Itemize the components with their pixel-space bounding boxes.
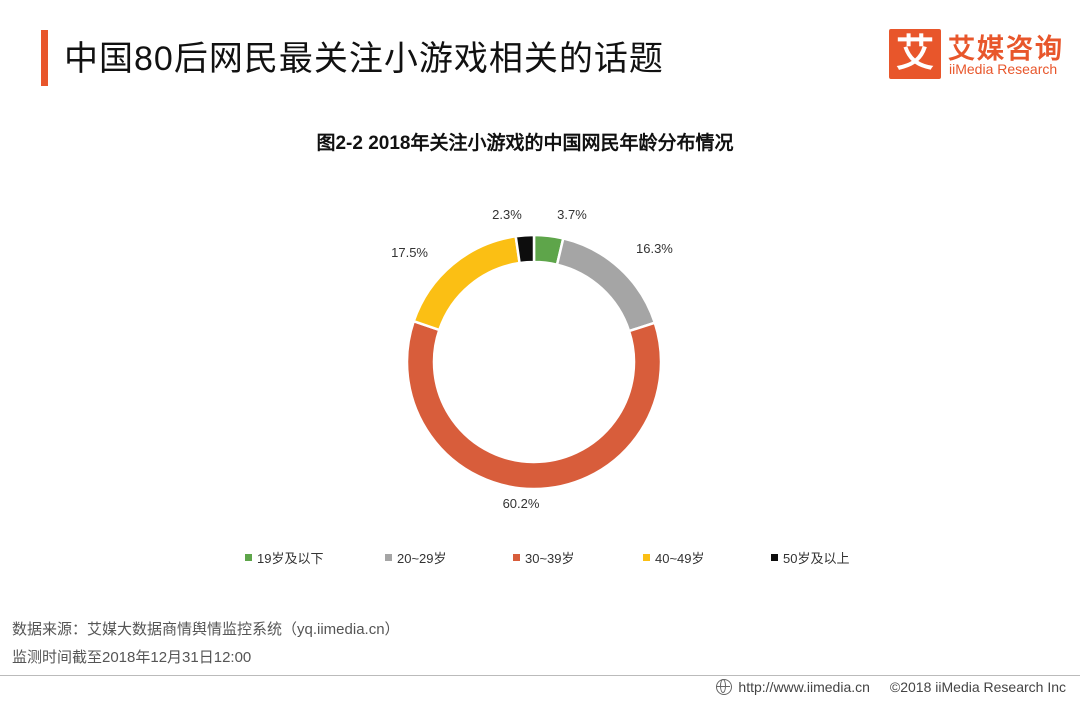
logo-en-text: iiMedia Research [949, 61, 1058, 77]
title-accent-bar [41, 30, 48, 86]
legend-item: 50岁及以上 [771, 548, 849, 567]
legend-label: 19岁及以下 [257, 551, 324, 566]
slice-data-label: 16.3% [636, 241, 673, 256]
legend-swatch [385, 554, 392, 561]
logo-cn-text: 艾媒咨询 [948, 34, 1064, 64]
brand-logo: 艾 艾媒咨询 iiMedia Research [889, 29, 1064, 83]
slice-data-label: 17.5% [391, 245, 428, 260]
legend-label: 20~29岁 [397, 551, 447, 566]
chart-legend: 19岁及以下 20~29岁 30~39岁 40~49岁 50岁及以上 [0, 548, 1080, 568]
globe-icon [716, 679, 733, 695]
logo-mark: 艾 [889, 29, 941, 79]
slice-data-label: 3.7% [557, 207, 587, 222]
legend-item: 19岁及以下 [245, 548, 323, 567]
legend-label: 40~49岁 [655, 551, 705, 566]
donut-slice [412, 234, 522, 332]
monitor-time: 监测时间截至2018年12月31日12:00 [12, 649, 252, 666]
legend-swatch [643, 554, 650, 561]
legend-swatch [771, 554, 778, 561]
legend-item: 20~29岁 [385, 548, 447, 567]
legend-label: 30~39岁 [525, 551, 575, 566]
page-title: 中国80后网民最关注小游戏相关的话题 [64, 40, 664, 78]
legend-item: 30~39岁 [513, 548, 575, 567]
donut-slice [514, 233, 536, 265]
footer-divider [0, 675, 1080, 676]
slice-data-label: 2.3% [492, 207, 522, 222]
footer-copyright: ©2018 iiMedia Research Inc [889, 679, 1066, 695]
legend-swatch [245, 554, 252, 561]
footer: http://www.iimedia.cn ©2018 iiMedia Rese… [716, 679, 1066, 695]
legend-item: 40~49岁 [643, 548, 705, 567]
footer-url[interactable]: http://www.iimedia.cn [738, 679, 870, 695]
legend-swatch [513, 554, 520, 561]
chart-title: 图2-2 2018年关注小游戏的中国网民年龄分布情况 [316, 133, 734, 154]
slice-data-label: 60.2% [503, 496, 540, 511]
donut-slice [405, 319, 663, 491]
data-source: 数据来源：艾媒大数据商情舆情监控系统（yq.iimedia.cn） [12, 621, 400, 638]
legend-label: 50岁及以上 [783, 551, 850, 566]
